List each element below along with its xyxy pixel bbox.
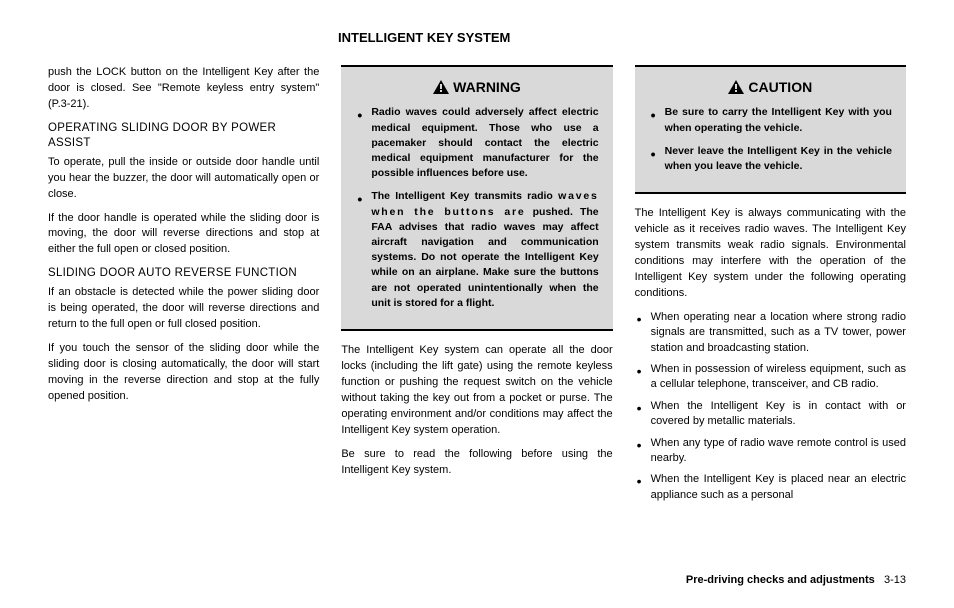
page-columns: push the LOCK button on the Intelligent … <box>48 65 906 509</box>
caution-box: CAUTION Be sure to carry the Intelligent… <box>635 65 906 194</box>
caution-icon <box>728 80 744 94</box>
page-footer: Pre-driving checks and adjustments 3-13 <box>686 574 906 586</box>
warning-item: The Intelligent Key transmits radio wave… <box>355 189 598 311</box>
col1-p1: To operate, pull the inside or outside d… <box>48 155 319 203</box>
intro-text: push the LOCK button on the Intelligent … <box>48 65 319 113</box>
column-2: WARNING Radio waves could adversely affe… <box>341 65 612 509</box>
warning-label: WARNING <box>453 79 521 95</box>
col1-p2: If the door handle is operated while the… <box>48 211 319 259</box>
list-item: When any type of radio wave remote contr… <box>635 436 906 467</box>
footer-page: 3-13 <box>884 574 906 586</box>
caution-label: CAUTION <box>748 79 812 95</box>
list-item: When the Intelligent Key is in contact w… <box>635 399 906 430</box>
caution-title: CAUTION <box>649 77 892 97</box>
warning-icon <box>433 80 449 94</box>
list-item: When in possession of wireless equipment… <box>635 362 906 393</box>
warning-list: Radio waves could adversely affect elect… <box>355 105 598 311</box>
warning-title: WARNING <box>355 77 598 97</box>
column-1: push the LOCK button on the Intelligent … <box>48 65 319 509</box>
subhead-reverse: SLIDING DOOR AUTO REVERSE FUNCTION <box>48 266 319 281</box>
subhead-operating: OPERATING SLIDING DOOR BY POWER ASSIST <box>48 121 319 151</box>
caution-list: Be sure to carry the Intelligent Key wit… <box>649 105 892 174</box>
col1-p3: If an obstacle is detected while the pow… <box>48 285 319 333</box>
caution-item: Never leave the Intelligent Key in the v… <box>649 144 892 174</box>
col1-p4: If you touch the sensor of the sliding d… <box>48 341 319 405</box>
conditions-list: When operating near a location where str… <box>635 310 906 503</box>
col3-p1: The Intelligent Key is always communicat… <box>635 206 906 302</box>
column-3: CAUTION Be sure to carry the Intelligent… <box>635 65 906 509</box>
list-item: When operating near a location where str… <box>635 310 906 356</box>
col2-p2: Be sure to read the following before usi… <box>341 447 612 479</box>
warning-box: WARNING Radio waves could adversely affe… <box>341 65 612 331</box>
footer-section: Pre-driving checks and adjustments <box>686 574 875 586</box>
list-item: When the Intelligent Key is placed near … <box>635 472 906 503</box>
main-title: INTELLIGENT KEY SYSTEM <box>338 30 906 45</box>
caution-item: Be sure to carry the Intelligent Key wit… <box>649 105 892 135</box>
col2-p1: The Intelligent Key system can operate a… <box>341 343 612 439</box>
warning-item: Radio waves could adversely affect elect… <box>355 105 598 181</box>
